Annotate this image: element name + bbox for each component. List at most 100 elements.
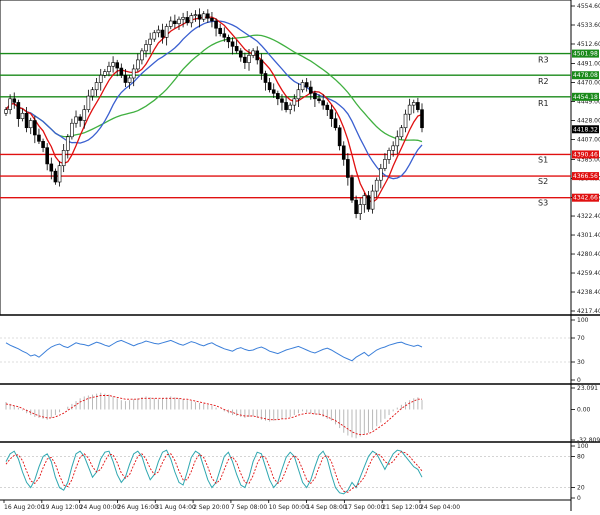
moving-averages	[5, 16, 423, 204]
current-price-text: 4418.32	[573, 126, 598, 133]
level-price-text: 4342.66	[573, 195, 598, 202]
candle-body	[206, 13, 210, 19]
candle-body	[107, 65, 111, 72]
candle-body	[238, 50, 243, 58]
level-price-badge	[572, 49, 599, 58]
candle-body	[416, 102, 420, 110]
candle-body	[74, 116, 78, 124]
candle-body	[370, 190, 375, 210]
rsi-line	[5, 339, 423, 362]
candle-body	[82, 109, 87, 121]
candle-body	[111, 62, 115, 67]
candle-body	[86, 95, 91, 110]
candle-body	[243, 56, 247, 63]
candle-body	[337, 127, 342, 147]
level-name-s1: S1	[538, 155, 548, 164]
price-tick-label: 4512.60	[577, 41, 600, 48]
candle-body	[329, 109, 334, 120]
candle-body	[317, 98, 321, 101]
candle-body	[181, 17, 185, 20]
candle-body	[263, 73, 268, 83]
level-price-badge	[572, 172, 599, 181]
candle-body	[374, 179, 379, 192]
stoch-tick-label: 100	[577, 443, 589, 450]
level-price-text: 4478.08	[573, 72, 598, 79]
candle-body	[177, 18, 181, 25]
candle-body	[395, 136, 400, 147]
price-tick-label: 4491.00	[577, 61, 600, 68]
candle-body	[140, 50, 144, 61]
time-tick-label: 19 Aug 12:00	[42, 504, 83, 511]
candle-body	[230, 41, 235, 47]
candle-body	[296, 89, 301, 100]
candle-body	[94, 82, 99, 91]
candle-body	[387, 150, 391, 160]
current-price-badge	[572, 125, 599, 134]
price-tick-label: 4449.00	[577, 99, 600, 106]
candle-body	[391, 145, 395, 151]
candle-body	[420, 109, 424, 129]
time-tick-label: 2 Sep 20:00	[193, 504, 229, 511]
stoch-tick-label: 80	[577, 453, 585, 460]
stoch-k-line	[5, 449, 423, 495]
candle-body	[16, 102, 21, 120]
candle-body	[131, 68, 136, 79]
candle-body	[383, 159, 387, 169]
candle-body	[152, 32, 157, 40]
candle-body	[300, 82, 305, 91]
candle-body	[148, 38, 152, 45]
candle-body	[156, 29, 161, 34]
candle-body	[61, 150, 66, 167]
candle-body	[354, 199, 358, 214]
level-name-r1: R1	[538, 99, 549, 108]
level-price-badge	[572, 150, 599, 159]
rsi-tick-label: 100	[577, 317, 589, 324]
price-tick-label: 4554.60	[577, 3, 600, 10]
candle-body	[197, 14, 202, 20]
time-tick-label: 24 Aug 00:00	[80, 504, 121, 511]
candle-body	[45, 147, 49, 165]
candle-body	[346, 159, 350, 178]
ma-fast-line	[5, 16, 423, 204]
price-tick-label: 4322.40	[577, 213, 600, 220]
candle-body	[28, 120, 33, 129]
candle-body	[20, 112, 25, 120]
candle-body	[201, 13, 206, 20]
candle-body	[90, 89, 95, 97]
time-tick-label: 7 Sep 08:00	[231, 504, 267, 511]
candle-body	[313, 93, 317, 100]
time-tick-label: 24 Sep 04:00	[420, 504, 460, 511]
candle-body	[403, 113, 408, 129]
candle-body	[103, 71, 107, 76]
price-tick-label: 4217.40	[577, 308, 600, 315]
candle-body	[70, 122, 74, 138]
candle-body	[24, 112, 29, 129]
candle-body	[280, 98, 284, 103]
time-tick-label: 26 Aug 16:00	[117, 504, 158, 511]
level-name-s3: S3	[538, 199, 548, 208]
candle-body	[362, 195, 367, 205]
macd-tick-label: 23.091	[577, 385, 598, 392]
candle-body	[251, 50, 255, 56]
candle-body	[33, 120, 37, 136]
stoch-tick-label: 0	[577, 495, 581, 502]
rsi-tick-label: 30	[577, 359, 585, 366]
candle-body	[189, 15, 194, 24]
macd-panel: 23.091 0.00 -32.809	[5, 385, 600, 444]
rsi-tick-label: 0	[577, 377, 581, 384]
candle-body	[127, 77, 132, 83]
time-tick-label: 31 Aug 04:00	[155, 504, 196, 511]
candle-body	[255, 50, 260, 61]
candlesticks	[4, 8, 424, 221]
candle-body	[185, 17, 190, 24]
candle-body	[168, 20, 173, 27]
candle-body	[350, 177, 354, 201]
level-price-labels: 4501.98 4478.08 4454.18 4390.46 4366.56 4342.…	[572, 49, 599, 202]
support-resistance-levels: R3 R2 R1 S1 S2 S3	[0, 52, 571, 208]
candle-body	[12, 98, 17, 103]
price-tick-label: 4280.40	[577, 251, 600, 258]
candle-body	[399, 127, 404, 138]
candle-body	[57, 165, 62, 183]
